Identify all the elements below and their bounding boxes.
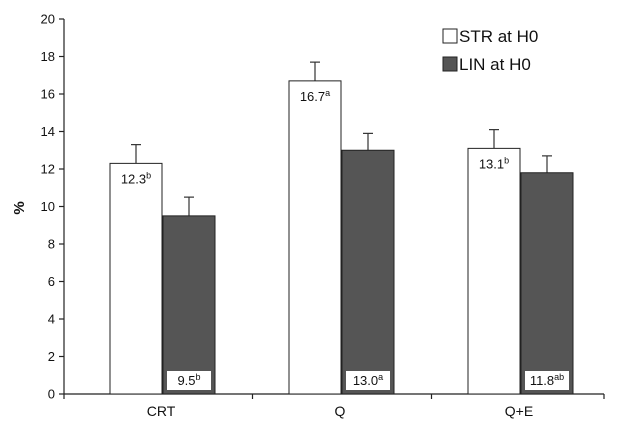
bar xyxy=(341,149,395,395)
data-label: 11.8ab xyxy=(530,372,564,388)
y-tick-label: 14 xyxy=(41,124,55,139)
x-category-label: Q xyxy=(335,403,346,419)
bar xyxy=(288,80,342,395)
data-label: 13.0a xyxy=(353,372,383,388)
x-category-label: Q+E xyxy=(505,403,533,419)
y-tick-label: 10 xyxy=(41,199,55,214)
y-axis-label: % xyxy=(11,201,28,214)
data-label: 13.1b xyxy=(479,155,509,171)
legend-label-lin: LIN at H0 xyxy=(459,55,531,74)
data-label: 12.3b xyxy=(121,170,151,186)
legend-label-str: STR at H0 xyxy=(459,27,538,46)
y-tick-label: 0 xyxy=(48,387,55,402)
data-label: 16.7a xyxy=(300,88,330,104)
legend-swatch-lin xyxy=(442,56,458,72)
y-tick-label: 2 xyxy=(48,349,55,364)
y-tick-label: 12 xyxy=(41,162,55,177)
legend-swatch-str xyxy=(442,28,458,44)
y-tick-label: 16 xyxy=(41,87,55,102)
bar xyxy=(467,147,521,395)
y-tick-label: 18 xyxy=(41,49,55,64)
bars: 12.3b 16.7a 13.1b 9.5b 13.0a 11.8ab xyxy=(109,61,574,395)
y-tick-label: 20 xyxy=(41,12,55,27)
y-tick-label: 6 xyxy=(48,274,55,289)
bar xyxy=(109,162,163,395)
legend: STR at H0 LIN at H0 xyxy=(442,27,538,74)
bar xyxy=(162,215,216,395)
axes: 0 2 4 6 8 10 12 14 16 18 20 CRT Q Q+E xyxy=(41,12,605,419)
y-tick-label: 4 xyxy=(48,312,55,327)
data-label-box xyxy=(167,371,211,390)
data-label-box xyxy=(525,371,569,390)
bar xyxy=(520,172,574,395)
data-label: 9.5b xyxy=(177,372,200,388)
data-label-box xyxy=(346,371,390,390)
y-tick-label: 8 xyxy=(48,237,55,252)
x-category-label: CRT xyxy=(147,403,176,419)
